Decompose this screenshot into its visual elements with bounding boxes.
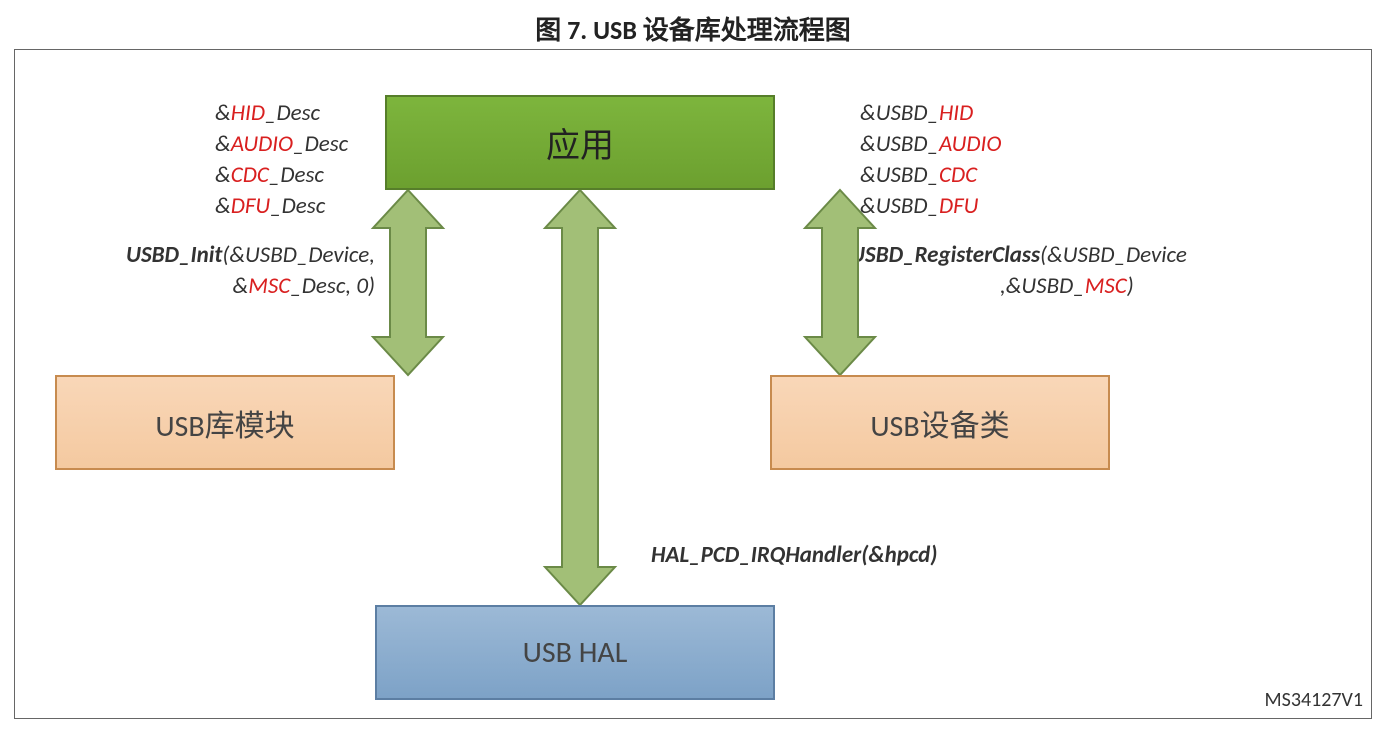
desc-list-left: &HID_Desc &AUDIO_Desc &CDC_Desc &DFU_Des… — [215, 98, 348, 222]
desc-left-2: &CDC_Desc — [215, 160, 348, 191]
box-hal-label: USB HAL — [523, 634, 628, 671]
box-app-label: 应用 — [546, 118, 614, 167]
box-hal: USB HAL — [375, 605, 775, 700]
box-lib: USB库模块 — [55, 375, 395, 470]
desc-right-3: &USBD_DFU — [860, 191, 1001, 222]
diagram-frame: &HID_Desc &AUDIO_Desc &CDC_Desc &DFU_Des… — [14, 49, 1372, 719]
desc-left-1: &AUDIO_Desc — [215, 129, 348, 160]
figure-title: 图 7. USB 设备库处理流程图 — [10, 10, 1376, 47]
desc-right-2: &USBD_CDC — [860, 160, 1001, 191]
box-devclass-label: USB设备类 — [870, 401, 1009, 445]
desc-left-0: &HID_Desc — [215, 98, 348, 129]
arrow-right — [805, 190, 875, 375]
box-app: 应用 — [385, 95, 775, 190]
desc-right-0: &USBD_HID — [860, 98, 1001, 129]
register-label: USBD_RegisterClass(&USBD_Device ,&USBD_M… — [850, 240, 1187, 302]
desc-list-right: &USBD_HID &USBD_AUDIO &USBD_CDC &USBD_DF… — [860, 98, 1001, 222]
box-devclass: USB设备类 — [770, 375, 1110, 470]
init-label: USBD_Init(&USBD_Device, &MSC_Desc, 0) — [65, 240, 375, 302]
desc-right-1: &USBD_AUDIO — [860, 129, 1001, 160]
box-lib-label: USB库模块 — [155, 401, 294, 445]
figure-id: MS34127V1 — [1265, 688, 1363, 712]
irq-label: HAL_PCD_IRQHandler(&hpcd) — [651, 540, 937, 571]
arrow-center — [545, 190, 615, 605]
desc-left-3: &DFU_Desc — [215, 191, 348, 222]
arrow-left — [373, 190, 443, 375]
